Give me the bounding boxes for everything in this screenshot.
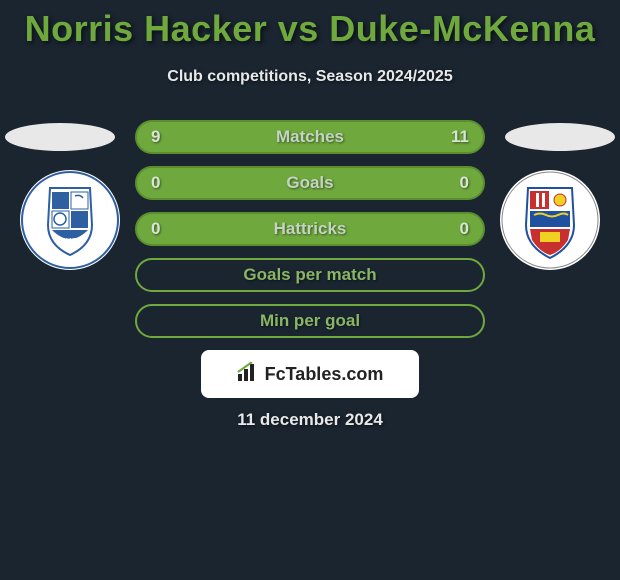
stat-bar-goals: 0 Goals 0 <box>135 166 485 200</box>
stats-container: 9 Matches 11 0 Goals 0 0 Hattricks 0 Goa… <box>135 120 485 350</box>
club-badge-right <box>500 170 600 270</box>
stat-value-right: 11 <box>451 127 469 147</box>
page-title: Norris Hacker vs Duke-McKenna <box>0 0 620 50</box>
stat-value-right: 0 <box>460 219 469 239</box>
svg-text:TRANMERE: TRANMERE <box>56 238 85 244</box>
stat-label: Matches <box>276 127 344 147</box>
stat-bar-min-per-goal: Min per goal <box>135 304 485 338</box>
stat-label: Goals <box>286 173 333 193</box>
stat-bar-goals-per-match: Goals per match <box>135 258 485 292</box>
stat-value-left: 0 <box>151 173 160 193</box>
tranmere-crest-icon: TRANMERE <box>20 170 120 270</box>
player-oval-right <box>505 123 615 151</box>
stat-label: Goals per match <box>243 265 376 285</box>
stat-bar-matches: 9 Matches 11 <box>135 120 485 154</box>
stat-value-left: 0 <box>151 219 160 239</box>
stat-value-right: 0 <box>460 173 469 193</box>
stat-bar-hattricks: 0 Hattricks 0 <box>135 212 485 246</box>
stat-label: Hattricks <box>274 219 347 239</box>
player-oval-left <box>5 123 115 151</box>
aldershot-crest-icon <box>500 170 600 270</box>
date-text: 11 december 2024 <box>0 410 620 430</box>
stat-label: Min per goal <box>260 311 360 331</box>
fctables-chart-icon <box>237 362 259 387</box>
fctables-label: FcTables.com <box>265 364 384 385</box>
subtitle: Club competitions, Season 2024/2025 <box>0 68 620 86</box>
fctables-box: FcTables.com <box>201 350 419 398</box>
club-badge-left: TRANMERE <box>20 170 120 270</box>
stat-value-left: 9 <box>151 127 160 147</box>
